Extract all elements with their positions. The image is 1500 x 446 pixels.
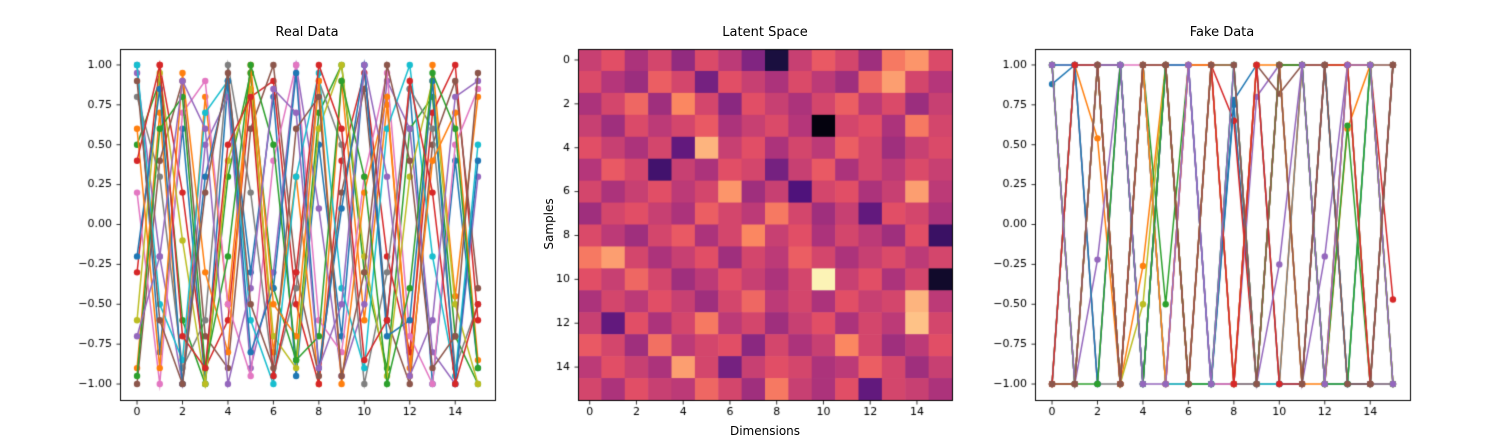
plot-title-real-data: Real Data [275, 25, 339, 40]
x-axis-label-dimensions: Dimensions [729, 424, 801, 438]
y-axis-label-samples: Samples [542, 198, 556, 250]
plot-title-latent-space: Latent Space [722, 25, 808, 40]
plot-title-fake-data: Fake Data [1189, 25, 1255, 40]
